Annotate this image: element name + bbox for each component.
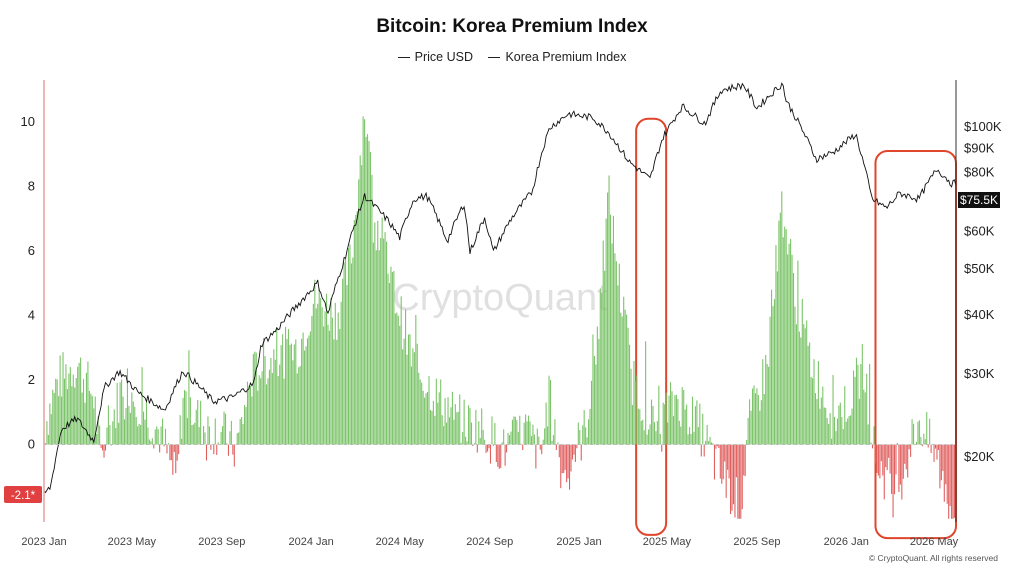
current-premium-badge: [4, 486, 42, 503]
right-tick-label: $50K: [964, 261, 995, 276]
x-tick-label: 2023 Sep: [198, 536, 245, 548]
right-tick-label: $30K: [964, 366, 995, 381]
legend-line-icon: [488, 57, 501, 59]
chart-title: Bitcoin: Korea Premium Index: [376, 16, 648, 37]
x-tick-label: 2024 May: [376, 536, 425, 548]
legend-line-icon: [397, 57, 410, 59]
x-tick-label: 2023 May: [108, 536, 157, 548]
left-tick-label: 10: [21, 114, 35, 129]
left-tick-label: 0: [28, 437, 35, 452]
x-tick-label: 2025 Jan: [556, 536, 601, 548]
x-tick-label: 2024 Sep: [466, 536, 513, 548]
right-tick-label: $100K: [964, 119, 1002, 134]
legend-label-price: Price USD: [414, 50, 473, 64]
price-line: [43, 82, 957, 494]
current-price-label: $75.5K: [960, 193, 998, 207]
x-tick-label: 2025 May: [643, 536, 692, 548]
legend-label-premium: Korea Premium Index: [505, 50, 627, 64]
x-tick-label: 2026 May: [910, 536, 959, 548]
current-price-badge: [958, 192, 1000, 208]
copyright-notice: © CryptoQuant. All rights reserved: [868, 553, 998, 563]
right-tick-label: $90K: [964, 140, 995, 155]
x-tick-label: 2024 Jan: [289, 536, 334, 548]
legend-item-price[interactable]: Price USD: [397, 50, 473, 64]
highlight-box: [635, 117, 668, 536]
right-tick-label: $80K: [964, 165, 995, 180]
legend-item-premium[interactable]: Korea Premium Index: [488, 50, 626, 64]
x-tick-label: 2025 Sep: [733, 536, 780, 548]
right-tick-label: $40K: [964, 307, 995, 322]
left-tick-label: 2: [28, 372, 35, 387]
left-tick-label: 8: [28, 178, 35, 193]
right-tick-label: $60K: [964, 224, 995, 239]
left-tick-label: 6: [28, 243, 35, 258]
right-tick-label: $20K: [964, 449, 995, 464]
watermark: CryptoQuant: [392, 277, 608, 319]
legend: Price USD Korea Premium Index: [0, 50, 1024, 64]
x-tick-label: 2026 Jan: [824, 536, 869, 548]
left-tick-label: 4: [28, 308, 35, 323]
x-tick-label: 2023 Jan: [21, 536, 66, 548]
current-premium-label: -2.1*: [11, 490, 36, 502]
